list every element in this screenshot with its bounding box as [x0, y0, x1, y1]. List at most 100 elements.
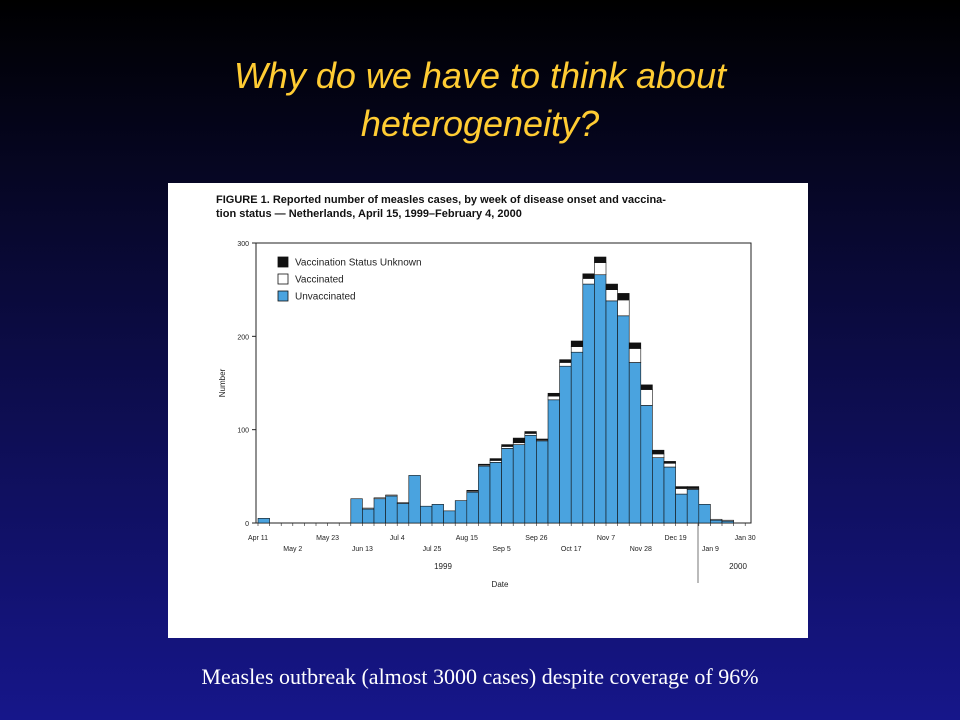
- bar-unknown: [605, 283, 618, 290]
- bar-vaccinated: [559, 362, 572, 367]
- bar-unvaccinated: [501, 448, 514, 524]
- bar-unvaccinated: [652, 457, 665, 524]
- x-tick-label: Nov 28: [630, 546, 652, 553]
- figure-caption-line1: FIGURE 1. Reported number of measles cas…: [216, 194, 666, 206]
- bar-vaccinated: [652, 453, 665, 458]
- y-axis-label: Number: [218, 368, 227, 397]
- legend-label: Unvaccinated: [295, 292, 356, 303]
- bar-unknown: [582, 273, 595, 279]
- y-tick-label: 300: [237, 241, 249, 248]
- slide-title-line1: Why do we have to think about: [233, 55, 727, 96]
- year-label-1999: 1999: [434, 562, 452, 571]
- bar-unvaccinated: [489, 462, 502, 524]
- x-tick-label: Jun 13: [352, 546, 373, 553]
- bar-unvaccinated: [594, 274, 607, 524]
- bar-unvaccinated: [710, 519, 723, 524]
- bar-unknown: [489, 458, 502, 461]
- bar-vaccinated: [710, 518, 723, 521]
- bar-vaccinated: [547, 395, 560, 401]
- bar-unknown: [512, 437, 526, 444]
- bar-unknown: [663, 461, 676, 464]
- bar-vaccinated: [385, 494, 398, 497]
- year-label-2000: 2000: [729, 562, 747, 571]
- bar-unvaccinated: [373, 498, 386, 524]
- figure-caption-line2: tion status — Netherlands, April 15, 199…: [216, 208, 522, 220]
- legend-label: Vaccinated: [295, 275, 344, 286]
- x-tick-label: May 23: [316, 535, 339, 542]
- x-tick-label: Dec 19: [665, 535, 687, 542]
- bar-unvaccinated: [454, 500, 468, 524]
- bar-unvaccinated: [675, 493, 688, 524]
- bar-unknown: [570, 340, 584, 347]
- legend-label: Vaccination Status Unknown: [295, 258, 422, 269]
- x-tick-label: Nov 7: [597, 535, 615, 542]
- figure-caption: FIGURE 1. Reported number of measles cas…: [216, 193, 776, 221]
- slide-title-line2: heterogeneity?: [360, 103, 600, 144]
- bar-unknown: [594, 256, 607, 263]
- x-tick-label: Jul 4: [390, 535, 405, 542]
- legend-swatch: [277, 273, 289, 285]
- bar-unvaccinated: [698, 504, 711, 524]
- bar-unvaccinated: [628, 362, 642, 524]
- legend-swatch: [277, 256, 289, 268]
- bar-vaccinated: [628, 348, 642, 363]
- bar-vaccinated: [373, 497, 386, 500]
- x-tick-label: Apr 11: [248, 535, 268, 542]
- bar-vaccinated: [362, 507, 375, 510]
- bar-unknown: [466, 490, 479, 492]
- bar-unvaccinated: [570, 351, 584, 524]
- bar-unknown: [524, 431, 537, 434]
- bar-unvaccinated: [547, 399, 560, 524]
- bar-unvaccinated: [362, 508, 375, 524]
- bar-unvaccinated: [431, 504, 444, 524]
- figure-panel: 0 100 200 300 Number Apr 11 May 23 Jul 4 Aug 15 S…: [168, 183, 808, 638]
- bar-unvaccinated: [396, 503, 410, 524]
- x-tick-label: Jan 30: [735, 535, 756, 542]
- bar-unknown: [640, 384, 653, 390]
- bar-vaccinated: [396, 502, 410, 504]
- bar-unvaccinated: [617, 315, 630, 524]
- bar-unknown: [628, 342, 642, 349]
- bar-vaccinated: [721, 519, 734, 522]
- bar-unvaccinated: [582, 283, 595, 524]
- bar-unvaccinated: [536, 440, 549, 524]
- bar-vaccinated: [582, 278, 595, 285]
- bar-vaccinated: [663, 462, 676, 468]
- bar-vaccinated: [594, 262, 607, 276]
- x-tick-label: Sep 5: [492, 546, 510, 553]
- x-axis-label: Date: [492, 580, 509, 589]
- bar-unvaccinated: [524, 434, 537, 524]
- y-tick-label: 0: [245, 521, 249, 528]
- measles-chart: 0 100 200 300 Number Apr 11 May 23 Jul 4 Aug 15 S…: [218, 241, 756, 589]
- bar-vaccinated: [570, 346, 584, 353]
- bar-unvaccinated: [385, 495, 398, 524]
- bar-vaccinated: [675, 488, 688, 495]
- bar-unknown: [652, 449, 665, 455]
- y-tick-label: 200: [237, 334, 249, 341]
- bar-unvaccinated: [663, 466, 676, 524]
- bar-unknown: [617, 293, 630, 301]
- bar-vaccinated: [617, 299, 630, 317]
- bar-unvaccinated: [512, 444, 526, 524]
- bar-unvaccinated: [443, 510, 456, 524]
- x-tick-label: Jan 9: [702, 546, 719, 553]
- bar-unvaccinated: [640, 405, 653, 524]
- bar-unknown: [547, 392, 560, 397]
- x-tick-label: May 2: [283, 546, 302, 553]
- bar-unvaccinated: [686, 489, 700, 524]
- legend-swatch: [277, 290, 289, 302]
- bar-unvaccinated: [478, 465, 491, 524]
- bar-unknown: [559, 359, 572, 363]
- bar-unvaccinated: [559, 365, 572, 524]
- y-tick-label: 100: [237, 428, 249, 435]
- bar-unknown: [686, 486, 700, 489]
- footer-caption: Measles outbreak (almost 3000 cases) des…: [201, 664, 759, 689]
- bar-unknown: [478, 463, 491, 466]
- bar-unvaccinated: [350, 498, 363, 524]
- bar-unknown: [675, 486, 688, 489]
- bar-unvaccinated: [420, 505, 433, 524]
- bar-vaccinated: [640, 389, 653, 406]
- bar-unknown: [501, 444, 514, 447]
- x-tick-label: Aug 15: [456, 535, 478, 542]
- bar-vaccinated: [605, 289, 618, 302]
